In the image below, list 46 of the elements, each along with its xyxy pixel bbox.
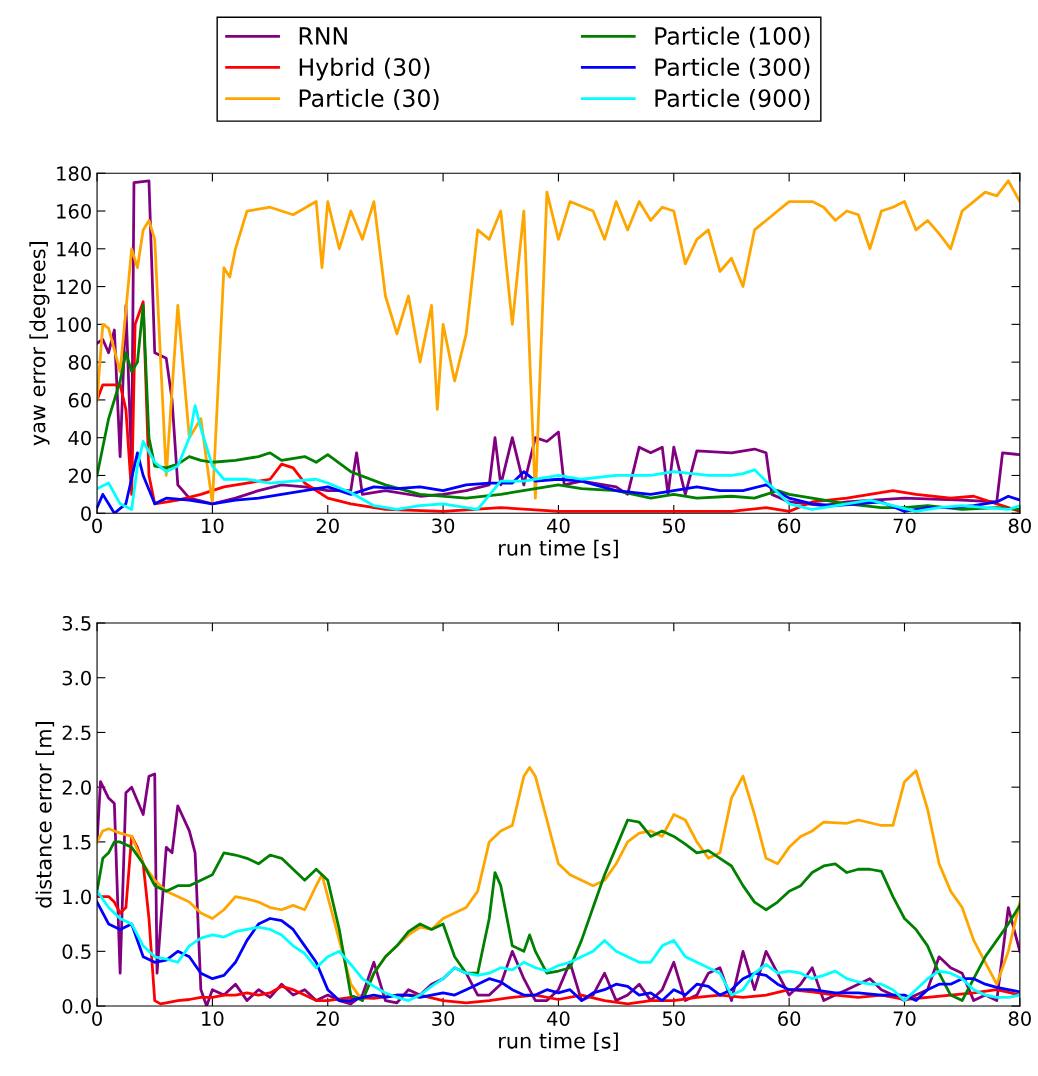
x-tick-label: 80: [1008, 518, 1031, 534]
x-tick-label: 30: [432, 518, 455, 534]
x-tick-label: 10: [202, 1011, 224, 1026]
x-tick-label: 70: [893, 1011, 916, 1026]
y-tick-label: 80: [68, 355, 91, 370]
y-tick-label: 60: [68, 392, 91, 408]
x-tick-label: 20: [316, 1011, 339, 1026]
y-tick-label: 100: [57, 317, 91, 333]
y-tick-label: 180: [57, 166, 91, 181]
y-tick-label: 2.0: [62, 780, 91, 795]
y-tick-label: 1.5: [63, 835, 91, 850]
y-axis-title: distance error [m]: [35, 722, 55, 908]
y-tick-label: 0.0: [62, 999, 91, 1014]
legend-label: Hybrid (30): [299, 57, 430, 81]
y-tick-label: 0.5: [62, 944, 91, 959]
y-tick-label: 0: [81, 506, 91, 521]
y-tick-label: 2.5: [62, 725, 91, 741]
y-tick-label: 120: [57, 279, 91, 295]
legend-label: RNN: [299, 27, 347, 45]
x-axis-title: run time [s]: [499, 539, 618, 559]
x-tick-label: 20: [316, 518, 339, 534]
legend-label: Particle (300): [655, 57, 810, 79]
y-tick-label: 140: [57, 241, 91, 257]
legend-label: Particle (100): [655, 26, 810, 48]
x-tick-label: 60: [778, 518, 801, 534]
y-tick-label: 3.0: [62, 670, 91, 686]
x-tick-label: 60: [778, 1011, 801, 1026]
x-tick-label: 50: [662, 518, 685, 534]
x-tick-label: 40: [547, 1011, 570, 1026]
x-axis-title: run time [s]: [499, 1032, 618, 1052]
y-axis-title: yaw error [degrees]: [29, 242, 50, 446]
y-tick-label: 1.0: [63, 889, 91, 905]
x-tick-label: 70: [893, 518, 916, 534]
legend-label: Particle (900): [655, 88, 810, 110]
x-tick-label: 30: [432, 1011, 455, 1026]
legend-label: Particle (30): [299, 88, 439, 110]
x-tick-label: 10: [202, 518, 224, 534]
y-tick-label: 3.5: [62, 615, 91, 631]
x-tick-label: 80: [1008, 1011, 1031, 1026]
y-tick-label: 20: [68, 468, 91, 484]
x-tick-label: 40: [547, 518, 570, 534]
y-tick-label: 40: [68, 430, 91, 446]
x-tick-label: 0: [92, 1011, 102, 1026]
x-tick-label: 50: [662, 1011, 685, 1026]
x-tick-label: 0: [92, 518, 102, 534]
y-tick-label: 160: [57, 203, 91, 219]
